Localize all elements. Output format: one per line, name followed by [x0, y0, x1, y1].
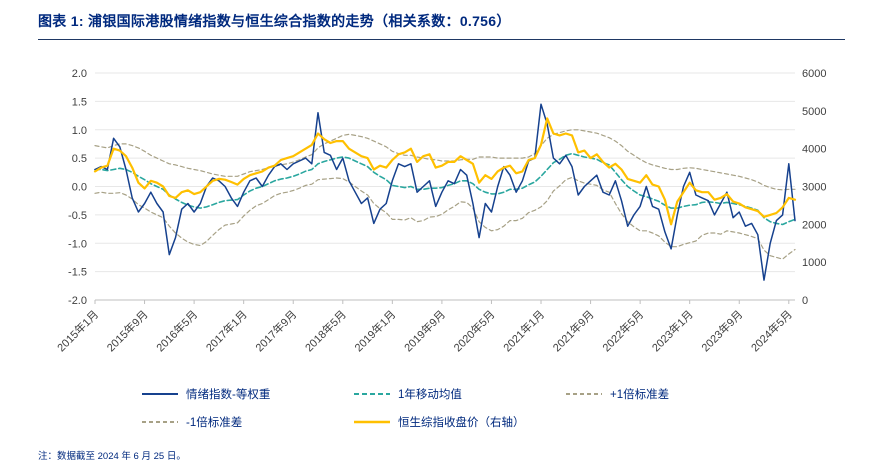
trend-chart: 2.0 1.5 1.0 0.5 0.0 -0.5 -1.0 -1.5 -2.0 6000 5000 4…: [54, 68, 826, 354]
legend-item-1: 1年移动均值: [354, 386, 566, 402]
x-axis-tick-label: 2022年5月: [599, 307, 646, 354]
legend-label: +1倍标准差: [610, 389, 670, 401]
x-axis-tick-label: 2016年5月: [153, 307, 200, 354]
legend-swatch: [354, 420, 390, 424]
right-axis-tick-label: 1000: [802, 257, 826, 269]
x-axis-tick-label: 2020年5月: [450, 307, 497, 354]
legend-label: 情绪指数-等权重: [186, 389, 271, 401]
legend-item-3: -1倍标准差: [142, 414, 354, 430]
left-axis-tick-label: 2.0: [72, 68, 87, 80]
right-axis-tick-label: 2000: [802, 219, 826, 231]
right-axis-tick-label: 0: [802, 295, 808, 307]
x-axis-tick-label: 2017年9月: [252, 307, 299, 354]
right-axis-tick-label: 6000: [802, 68, 826, 80]
left-axis-tick-label: -2.0: [68, 295, 87, 307]
x-axis-tick-label: 2019年9月: [401, 307, 448, 354]
series-line-2: [94, 129, 796, 191]
legend-swatch: [566, 393, 602, 395]
right-axis-tick-label: 3000: [802, 182, 826, 194]
series-line-4: [93, 117, 797, 226]
x-axis-tick-label: 2023年9月: [698, 307, 745, 354]
y-axis-left-labels: 2.0 1.5 1.0 0.5 0.0 -0.5 -1.0 -1.5 -2.0: [68, 68, 87, 307]
legend-swatch: [354, 393, 390, 395]
x-axis-tick-label: 2024年5月: [748, 307, 795, 354]
right-axis-tick-label: 4000: [802, 144, 826, 156]
x-axis-labels: 2015年1月 2015年9月 2016年5月 2017年1月 2017年9月 2018年…: [54, 300, 795, 354]
x-axis-tick-label: 2015年9月: [104, 307, 151, 354]
footnote: 注：数据截至 2024 年 6 月 25 日。: [38, 451, 186, 462]
x-axis-tick-label: 2017年1月: [203, 307, 250, 354]
left-axis-tick-label: -0.5: [68, 210, 87, 222]
figure-title: 图表 1: 浦银国际港股情绪指数与恒生综合指数的走势（相关系数：0.756）: [38, 13, 511, 29]
left-axis-tick-label: 0.0: [72, 182, 87, 194]
left-axis-tick-label: -1.0: [68, 238, 87, 250]
y-axis-right-labels: 6000 5000 4000 3000 2000 1000 0: [802, 68, 826, 307]
left-axis-tick-label: 0.5: [72, 153, 87, 165]
legend-item-4: 恒生综指收盘价（右轴）: [354, 414, 566, 430]
series-line-0: [94, 103, 796, 281]
x-axis-tick-label: 2015年1月: [54, 307, 101, 354]
series-line-3: [94, 176, 796, 260]
x-axis-tick-label: 2019年1月: [351, 307, 398, 354]
x-axis-tick-label: 2021年1月: [500, 307, 547, 354]
legend-item-0: 情绪指数-等权重: [142, 386, 354, 402]
legend-swatch: [142, 421, 178, 423]
legend-label: 1年移动均值: [398, 389, 462, 401]
x-axis-tick-label: 2018年5月: [302, 307, 349, 354]
legend-item-2: +1倍标准差: [566, 386, 816, 402]
x-axis-tick-label: 2023年1月: [649, 307, 696, 354]
right-axis-tick-label: 5000: [802, 106, 826, 118]
left-axis-tick-label: 1.0: [72, 125, 87, 137]
chart-legend: 情绪指数-等权重 1年移动均值 +1倍标准差 -1倍标准差 恒生综指收盘价（右轴）: [142, 386, 816, 430]
legend-swatch: [142, 393, 178, 395]
left-axis-tick-label: 1.5: [72, 96, 87, 108]
legend-label: 恒生综指收盘价（右轴）: [398, 417, 525, 429]
left-axis-tick-label: -1.5: [68, 267, 87, 279]
title-divider: [38, 39, 845, 40]
x-axis-tick-label: 2021年9月: [550, 307, 597, 354]
series-lines: [93, 103, 797, 281]
legend-label: -1倍标准差: [186, 417, 243, 429]
